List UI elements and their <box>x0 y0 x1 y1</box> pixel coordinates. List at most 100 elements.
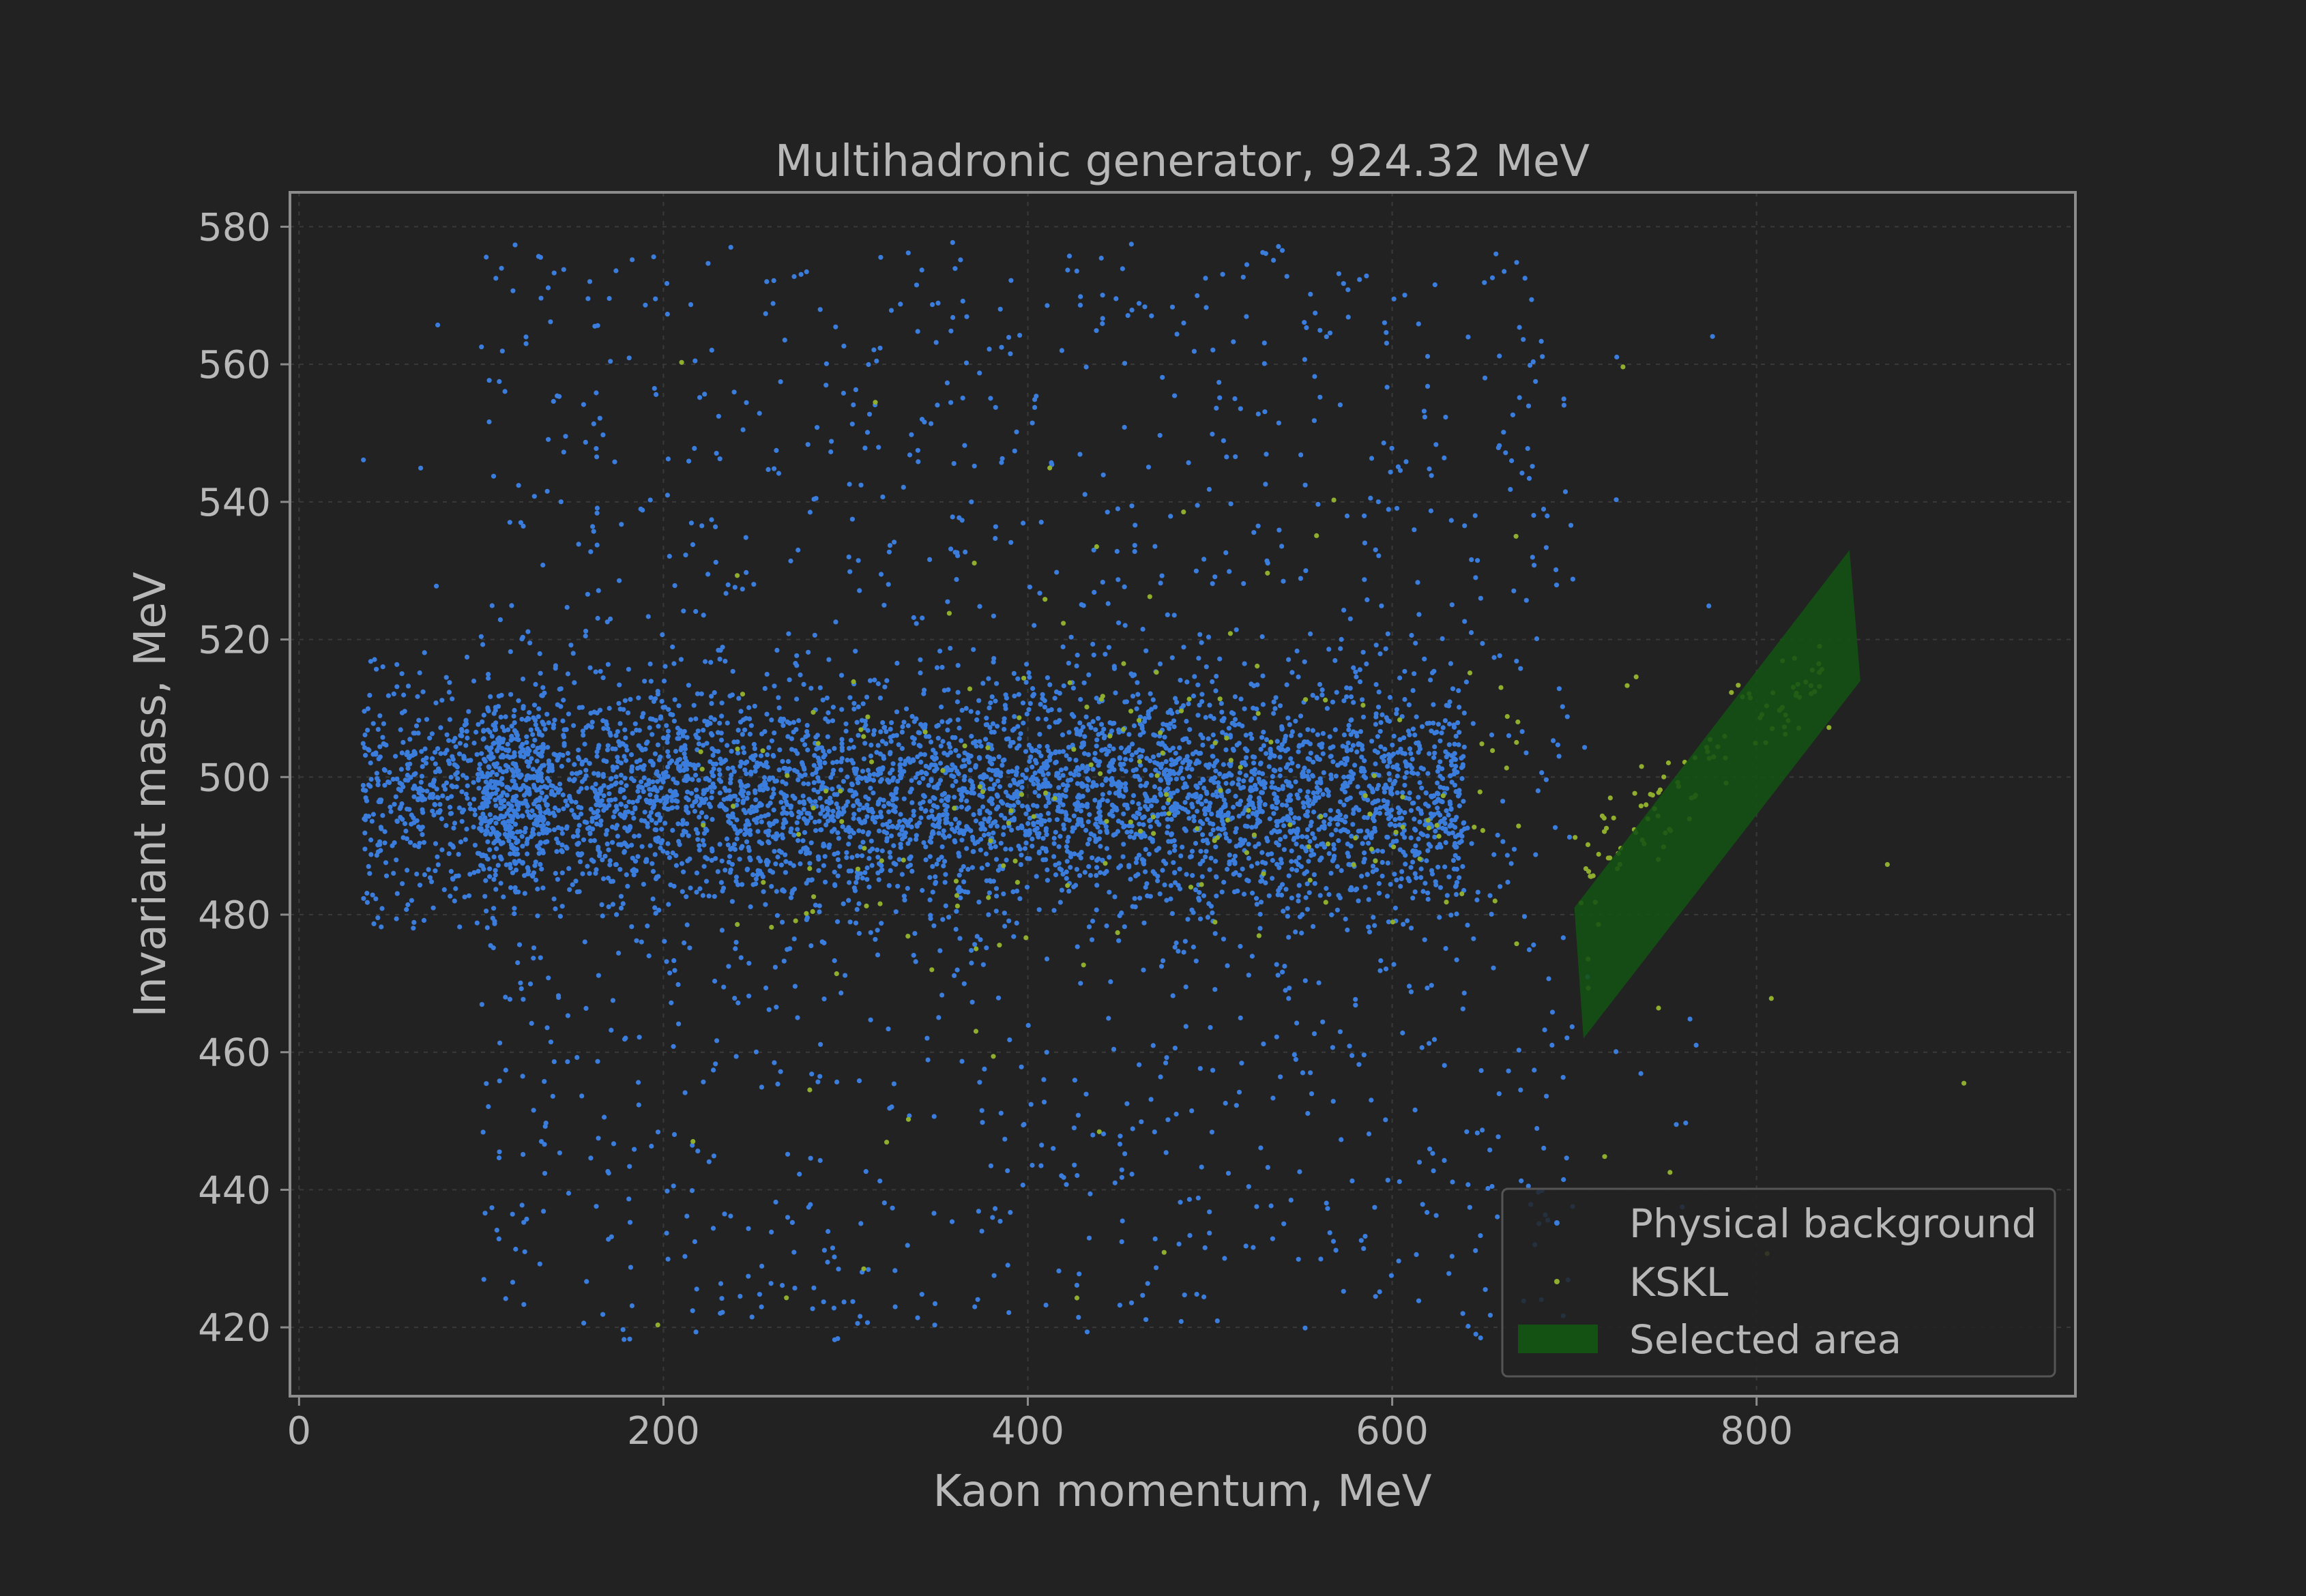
physical-background-point <box>630 257 635 263</box>
physical-background-point <box>1299 930 1304 936</box>
physical-background-point <box>815 425 820 430</box>
physical-background-point <box>1279 892 1285 898</box>
physical-background-point <box>1094 857 1100 863</box>
physical-background-point <box>1221 762 1226 767</box>
physical-background-point <box>1305 789 1311 795</box>
physical-background-point <box>730 668 735 674</box>
physical-background-point <box>1397 737 1403 742</box>
physical-background-point <box>1289 760 1295 766</box>
physical-background-point <box>1308 750 1313 756</box>
physical-background-point <box>791 720 796 725</box>
physical-background-point <box>864 876 870 882</box>
physical-background-point <box>1408 808 1414 813</box>
physical-background-point <box>858 482 864 488</box>
physical-background-point <box>1320 730 1326 736</box>
physical-background-point <box>1197 1066 1203 1072</box>
physical-background-point <box>605 875 611 881</box>
physical-background-point <box>1414 875 1419 881</box>
physical-background-point <box>1104 923 1109 929</box>
physical-background-point <box>607 705 612 711</box>
physical-background-point <box>1381 440 1386 446</box>
physical-background-point <box>453 874 458 879</box>
physical-background-point <box>1094 873 1099 878</box>
physical-background-point <box>929 777 934 782</box>
physical-background-point <box>1197 916 1203 921</box>
physical-background-point <box>1255 523 1261 529</box>
physical-background-point <box>1234 844 1239 849</box>
physical-background-point <box>1167 726 1172 731</box>
physical-background-point <box>1382 746 1388 752</box>
physical-background-point <box>971 812 976 817</box>
physical-background-point <box>1030 836 1035 842</box>
physical-background-point <box>1469 841 1474 846</box>
physical-background-point <box>766 828 772 833</box>
physical-background-point <box>1000 801 1006 806</box>
physical-background-point <box>1497 353 1502 359</box>
physical-background-point <box>866 856 872 861</box>
physical-background-point <box>1451 756 1457 761</box>
physical-background-point <box>1128 876 1133 882</box>
physical-background-point <box>948 767 954 773</box>
physical-background-point <box>882 684 888 690</box>
physical-background-point <box>836 1267 841 1272</box>
physical-background-point <box>1336 271 1341 276</box>
physical-background-point <box>1480 1127 1485 1133</box>
physical-background-point <box>770 301 776 306</box>
physical-background-point <box>757 839 762 844</box>
physical-background-point <box>1260 673 1266 679</box>
physical-background-point <box>1068 634 1074 640</box>
physical-background-point <box>896 857 902 862</box>
physical-background-point <box>450 784 456 790</box>
physical-background-point <box>399 750 405 756</box>
physical-background-point <box>1378 720 1384 725</box>
physical-background-point <box>1341 774 1347 780</box>
physical-background-point <box>952 735 958 741</box>
physical-background-point <box>1487 1312 1493 1318</box>
physical-background-point <box>886 1026 891 1032</box>
physical-background-point <box>773 861 778 867</box>
physical-background-point <box>377 839 383 844</box>
physical-background-point <box>683 552 688 558</box>
physical-background-point <box>949 1219 955 1224</box>
physical-background-point <box>1056 844 1062 849</box>
physical-background-point <box>1403 861 1408 867</box>
physical-background-point <box>1244 748 1250 754</box>
physical-background-point <box>1008 540 1014 545</box>
physical-background-point <box>477 762 483 767</box>
physical-background-point <box>1285 913 1290 919</box>
physical-background-point <box>878 810 884 815</box>
physical-background-point <box>691 703 697 708</box>
physical-background-point <box>1396 1258 1401 1264</box>
physical-background-point <box>641 711 646 716</box>
physical-background-point <box>410 752 415 758</box>
physical-background-point <box>1094 783 1099 788</box>
physical-background-point <box>1267 816 1272 822</box>
physical-background-point <box>871 732 877 737</box>
physical-background-point <box>1345 829 1351 835</box>
physical-background-point <box>1473 575 1478 580</box>
physical-background-point <box>367 692 373 698</box>
physical-background-point <box>1258 1145 1264 1151</box>
physical-background-point <box>890 1205 895 1211</box>
physical-background-point <box>1193 887 1199 893</box>
physical-background-point <box>1407 878 1412 884</box>
physical-background-point <box>1074 663 1079 669</box>
physical-background-point <box>1433 829 1438 834</box>
physical-background-point <box>626 355 632 361</box>
physical-background-point <box>604 619 610 625</box>
physical-background-point <box>1345 287 1351 293</box>
physical-background-point <box>624 872 629 878</box>
physical-background-point <box>1017 736 1022 741</box>
physical-background-point <box>463 837 468 842</box>
physical-background-point <box>1451 724 1457 730</box>
physical-background-point <box>988 799 993 804</box>
physical-background-point <box>1367 929 1373 934</box>
physical-background-point <box>850 760 856 766</box>
physical-background-point <box>555 702 560 707</box>
physical-background-point <box>1410 896 1416 901</box>
physical-background-point <box>748 810 753 816</box>
physical-background-point <box>932 1301 938 1306</box>
physical-background-point <box>1274 819 1279 825</box>
physical-background-point <box>991 756 997 762</box>
physical-background-point <box>1152 733 1158 738</box>
